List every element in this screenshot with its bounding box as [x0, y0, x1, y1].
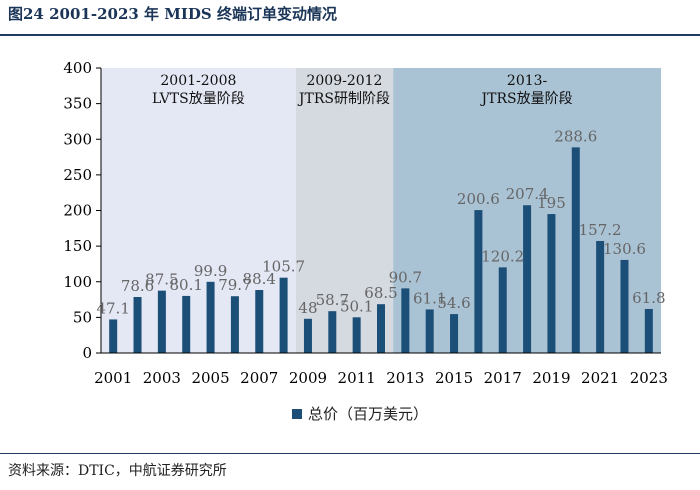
bar-2004: [182, 295, 191, 353]
phase-label-years-2: 2009-2012: [306, 73, 382, 89]
data-label-2005: 99.9: [194, 262, 227, 280]
bar-2021: [596, 240, 605, 353]
data-label-2007: 88.4: [243, 270, 276, 288]
data-label-2008: 105.7: [262, 258, 305, 276]
data-label-2016: 200.6: [457, 190, 500, 208]
bar-2008: [279, 277, 288, 353]
y-tick-label: 100: [63, 273, 92, 291]
phase-label-years-3: 2013-: [507, 73, 548, 89]
x-tick-label: 2005: [191, 369, 229, 387]
x-tick-label: 2017: [484, 369, 522, 387]
x-tick-label: 2011: [338, 369, 376, 387]
bar-2013: [401, 288, 410, 353]
bottom-rule: [0, 453, 700, 454]
bar-2009: [303, 318, 312, 353]
bar-2006: [230, 296, 239, 353]
bar-2012: [377, 304, 385, 353]
data-label-2020: 288.6: [554, 127, 597, 145]
data-label-2011: 50.1: [340, 297, 373, 315]
x-tick-label: 2021: [581, 369, 619, 387]
phase-label-name-1: LVTS放量阶段: [152, 91, 245, 107]
data-label-2003: 87.5: [145, 271, 178, 289]
bar-2018: [523, 205, 532, 353]
x-tick-label: 2015: [435, 369, 473, 387]
bar-2019: [547, 214, 556, 353]
data-label-2018: 207.4: [506, 185, 549, 203]
x-tick-label: 2013: [386, 369, 424, 387]
bar-chart: 2001-2008 LVTS放量阶段 2009-2012 JTRS研制阶段 2013- J…: [63, 59, 668, 387]
y-tick-label: 0: [82, 344, 92, 362]
figure-title: 图24 2001-2023 年 MIDS 终端订单变动情况: [8, 5, 337, 23]
bar-2007: [255, 290, 264, 353]
data-label-2006: 79.7: [218, 276, 251, 294]
data-label-2014: 61.1: [413, 289, 446, 307]
bar-2001: [109, 319, 118, 353]
data-label-2009: 48: [298, 299, 317, 317]
x-tick-label: 2019: [532, 369, 570, 387]
phase-label-name-3: JTRS放量阶段: [480, 91, 573, 107]
x-tick-label: 2009: [289, 369, 327, 387]
x-tick-label: 2001: [94, 369, 132, 387]
phase-background-2: [295, 68, 394, 353]
data-label-2022: 130.6: [603, 240, 646, 258]
bar-2002: [133, 296, 142, 353]
bar-2005: [206, 281, 215, 353]
bar-2023: [644, 308, 653, 353]
data-label-2001: 47.1: [96, 299, 129, 317]
x-tick-label: 2003: [143, 369, 181, 387]
y-tick-label: 200: [63, 202, 92, 220]
phase-label-years-1: 2001-2008: [160, 73, 236, 89]
data-label-2023: 61.8: [632, 289, 665, 307]
data-label-2013: 90.7: [389, 268, 422, 286]
bar-2017: [498, 267, 507, 353]
y-tick-label: 250: [63, 166, 92, 184]
phase-background-1: [101, 68, 296, 353]
y-tick-label: 150: [63, 237, 92, 255]
data-label-2012: 68.5: [364, 284, 397, 302]
bar-2016: [474, 210, 483, 353]
data-label-2004: 80.1: [170, 276, 203, 294]
legend-label: 总价（百万美元）: [308, 405, 429, 423]
bar-2015: [450, 314, 459, 353]
data-label-2002: 78.6: [121, 277, 154, 295]
bar-2014: [425, 309, 434, 353]
bar-2010: [328, 311, 337, 353]
data-label-2021: 157.2: [579, 221, 622, 239]
x-tick-label: 2023: [630, 369, 668, 387]
y-tick-label: 300: [63, 130, 92, 148]
bar-2003: [157, 290, 166, 353]
y-tick-label: 350: [63, 95, 92, 113]
source-note: 资料来源：DTIC，中航证券研究所: [8, 463, 227, 479]
bar-2022: [620, 259, 629, 353]
x-tick-label: 2007: [240, 369, 278, 387]
data-label-2017: 120.2: [481, 247, 524, 265]
data-label-2010: 58.7: [316, 291, 349, 309]
legend-swatch: [292, 408, 302, 419]
y-tick-label: 50: [73, 308, 92, 326]
top-rule: [0, 34, 700, 36]
phase-label-name-2: JTRS研制阶段: [297, 91, 390, 107]
bar-2020: [571, 147, 580, 353]
bar-2011: [352, 317, 361, 353]
data-label-2015: 54.6: [437, 294, 470, 312]
legend: 总价（百万美元）: [292, 403, 428, 424]
y-tick-label: 400: [63, 59, 92, 77]
data-label-2019: 195: [537, 194, 566, 212]
